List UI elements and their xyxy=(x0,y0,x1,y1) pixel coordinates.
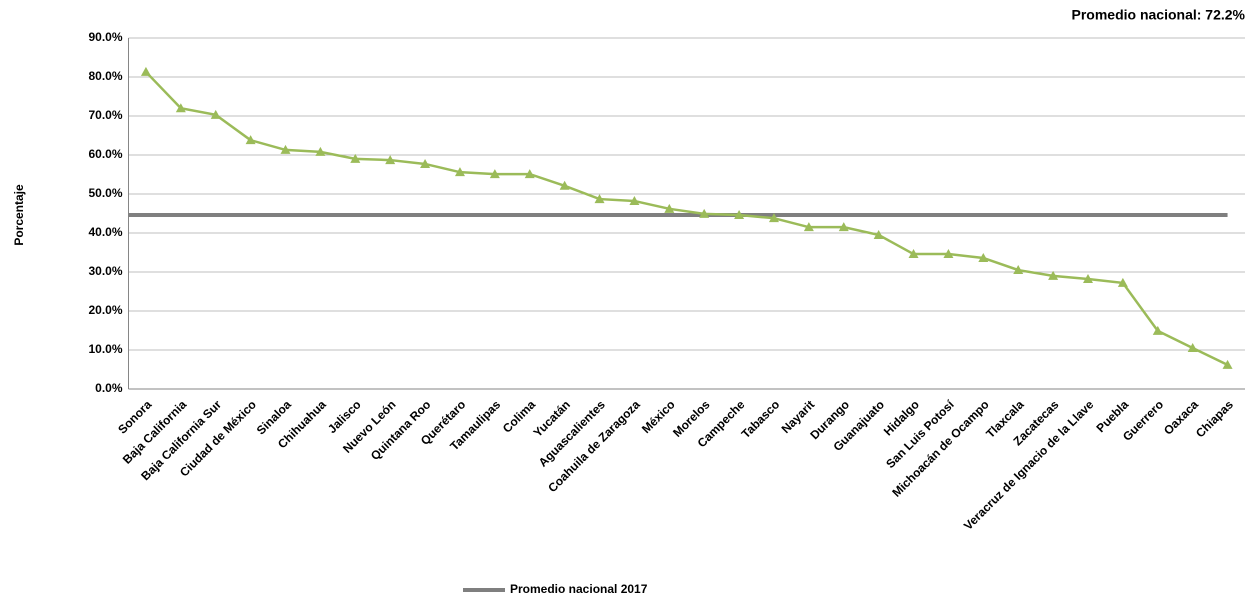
y-tick-label: 10.0% xyxy=(88,342,122,356)
marker xyxy=(1152,325,1163,335)
marker xyxy=(873,229,884,239)
y-tick-label: 0.0% xyxy=(95,381,123,395)
marker xyxy=(559,180,570,190)
marker xyxy=(1117,277,1128,287)
y-tick-label: 60.0% xyxy=(88,147,122,161)
marker xyxy=(210,109,221,119)
marker xyxy=(908,249,919,259)
marker xyxy=(978,252,989,262)
marker xyxy=(524,169,535,179)
y-axis-label: Porcentaje xyxy=(12,184,26,246)
marker xyxy=(1082,274,1093,284)
annotation: Promedio nacional: 72.2% xyxy=(1072,7,1246,23)
marker xyxy=(245,135,256,145)
legend-label: Promedio nacional 2017 xyxy=(510,582,648,596)
marker xyxy=(734,210,745,220)
marker xyxy=(420,158,431,168)
y-tick-label: 80.0% xyxy=(88,69,122,83)
marker xyxy=(350,153,361,163)
y-tick-label: 70.0% xyxy=(88,108,122,122)
y-tick-label: 40.0% xyxy=(88,225,122,239)
marker xyxy=(315,146,326,156)
marker xyxy=(699,208,710,218)
marker xyxy=(943,249,954,259)
marker xyxy=(1013,265,1024,275)
marker xyxy=(454,167,465,177)
data-line xyxy=(145,71,1229,366)
marker xyxy=(1048,270,1059,280)
marker xyxy=(140,66,151,76)
marker xyxy=(768,213,779,223)
marker xyxy=(280,144,291,154)
y-tick-label: 30.0% xyxy=(88,264,122,278)
marker xyxy=(1187,343,1198,353)
y-tick-label: 20.0% xyxy=(88,303,122,317)
marker xyxy=(629,196,640,206)
marker xyxy=(1222,359,1233,369)
marker xyxy=(664,203,675,213)
y-tick-label: 50.0% xyxy=(88,186,122,200)
marker xyxy=(803,222,814,232)
x-tick-label: Chiapas xyxy=(1193,397,1236,440)
x-tick-label: Tabasco xyxy=(739,397,783,441)
marker xyxy=(175,103,186,113)
marker xyxy=(594,194,605,204)
y-tick-label: 90.0% xyxy=(88,30,122,44)
marker xyxy=(385,155,396,165)
marker xyxy=(838,222,849,232)
marker xyxy=(489,169,500,179)
